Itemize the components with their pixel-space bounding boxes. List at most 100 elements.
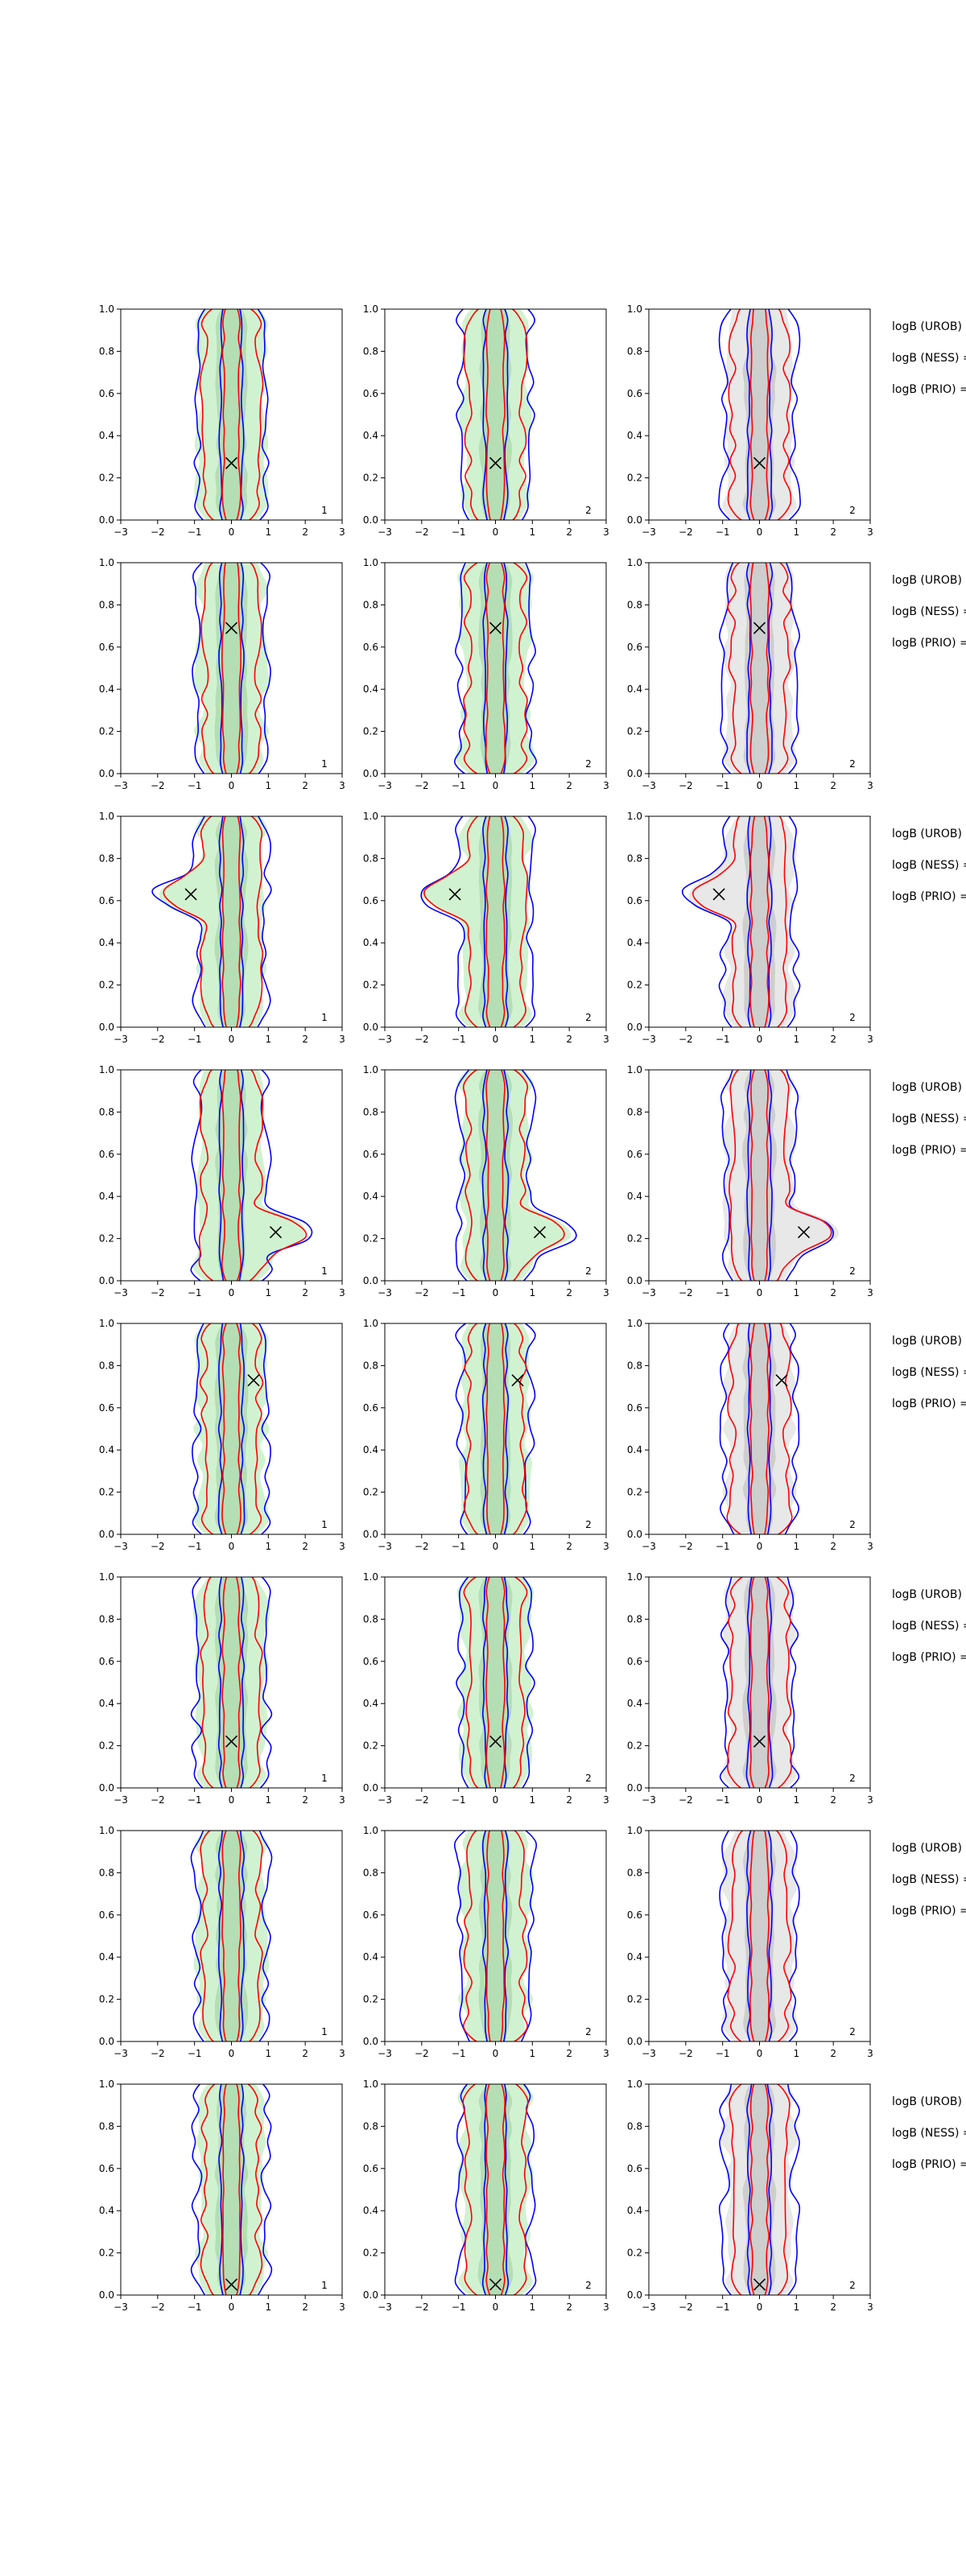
x-tick-label: 2 [302,2048,308,2059]
x-tick-label: −1 [188,1541,202,1552]
x-tick-label: 3 [339,1541,345,1552]
contour-blue [482,563,509,774]
panel-r5-c1: −3 −2 −1 0 1 2 3 0.0 0.2 0.4 0.6 0.8 1.0 1 [99,1318,345,1552]
y-tick-label: 0.8 [363,1867,378,1878]
contour-blue [190,1831,273,2041]
contour-blue [481,1070,510,1281]
panel-r8-c2: −3 −2 −1 0 1 2 30.00.20.40.60.81.02 [363,2079,609,2313]
x-tick-label: −2 [151,1794,165,1806]
panel-count-label: 2 [585,1265,592,1277]
logb-stat-line: logB (NESS) = [892,1873,966,1886]
y-tick-label: 0.4 [363,1951,378,1963]
x-tick-label: 0 [757,1287,763,1298]
x-tick-label: 3 [603,2301,609,2313]
x-tick-label: −3 [642,1541,656,1552]
y-tick-label: 0.0 [99,2289,114,2301]
y-tick-label: 0.6 [363,642,378,653]
panel-count-label: 2 [849,505,856,516]
true-value-marker [753,2278,766,2291]
panel-count-label: 2 [585,2026,592,2037]
x-tick-label: 0 [229,2048,235,2059]
contour-red [749,816,770,1027]
x-tick-label: 0 [493,2301,499,2313]
x-tick-label: −2 [151,780,165,791]
density-region-outer [192,1070,306,1281]
contour-blue [481,1577,510,1788]
x-tick-label: 1 [794,780,800,791]
y-tick-label: 0.0 [363,1022,378,1033]
true-value-marker [753,456,766,469]
logb-stat-line: logB (NESS) = [892,2127,966,2140]
x-tick-label: 2 [830,1541,836,1552]
x-tick-label: −3 [642,1287,656,1298]
y-tick-label: 0.0 [99,1529,114,1540]
x-tick-label: 2 [566,1794,572,1806]
y-tick-label: 0.6 [99,1402,114,1414]
logb-stats: logB (UROB) = logB (NESS) = logB (PRIO) = [892,1842,966,1918]
x-tick-label: 3 [339,526,345,538]
logb-stat-line: logB (NESS) = [892,1113,966,1125]
contour-red [221,1831,242,2041]
x-tick-label: 0 [493,1034,499,1045]
x-tick-label: 2 [302,1541,308,1552]
contour-blue [456,309,535,520]
contour-blue [746,816,773,1027]
contour-red [485,1070,506,1281]
y-tick-label: 0.2 [363,726,378,737]
contour-red [221,1070,242,1281]
contour-blue [720,1070,834,1281]
contour-red [199,309,264,520]
x-tick-label: 2 [566,2301,572,2313]
y-tick-label: 0.6 [627,2163,642,2174]
y-tick-label: 0.2 [363,980,378,991]
y-tick-label: 0.4 [627,1191,642,1202]
x-tick-label: 3 [867,780,873,791]
y-tick-label: 0.6 [363,388,378,399]
y-tick-label: 1.0 [627,2079,642,2090]
y-tick-label: 0.8 [627,2120,642,2132]
y-tick-label: 0.6 [363,1402,378,1414]
x-tick-label: 2 [830,2048,836,2059]
contour-red [200,563,262,774]
contour-red [729,2084,791,2295]
y-tick-label: 1.0 [627,303,642,315]
contour-blue [218,309,245,520]
y-tick-label: 0.8 [627,1867,642,1878]
x-tick-label: 1 [266,1034,272,1045]
contour-blue [192,563,271,774]
x-tick-label: 3 [603,1794,609,1806]
y-tick-label: 0.8 [363,1613,378,1624]
y-tick-label: 0.2 [363,1740,378,1752]
panel-r6-c2: −3 −2 −1 0 1 2 30.00.20.40.60.81.02 [363,1571,609,1806]
y-tick-label: 1.0 [627,1825,642,1836]
x-tick-label: −2 [151,1541,165,1552]
y-tick-label: 1.0 [627,1064,642,1075]
true-value-marker [269,1226,283,1239]
x-tick-label: 2 [566,526,572,538]
y-tick-label: 1.0 [99,1571,114,1583]
x-tick-label: −1 [188,780,202,791]
panel-count-label: 2 [585,1519,592,1530]
panel-r2-c2: −3 −2 −1 0 1 2 30.00.20.40.60.81.02 [363,557,609,791]
x-tick-label: 1 [266,526,272,538]
true-value-marker [225,621,238,634]
x-tick-label: −3 [378,2301,392,2313]
plot-area [719,1323,800,1534]
y-tick-label: 1.0 [99,811,114,822]
x-tick-label: 3 [603,526,609,538]
y-tick-label: 0.0 [363,768,378,779]
density-region-inner [478,563,513,774]
x-tick-label: 2 [830,1034,836,1045]
x-tick-label: 0 [757,1541,763,1552]
y-tick-label: 0.0 [627,1275,642,1286]
contour-blue [746,1323,773,1534]
x-tick-label: 3 [603,780,609,791]
panel-count-label: 1 [321,758,328,770]
contour-blue [482,309,509,520]
x-tick-label: −2 [151,1034,165,1045]
panel-r4-c1: −3 −2 −1 0 1 2 3 0.0 0.2 0.4 0.6 0.8 1.0 1 [99,1064,345,1298]
y-tick-label: 1.0 [99,2079,114,2090]
plot-area [718,2084,801,2295]
contour-red [163,816,264,1027]
contour-blue [481,2084,510,2295]
